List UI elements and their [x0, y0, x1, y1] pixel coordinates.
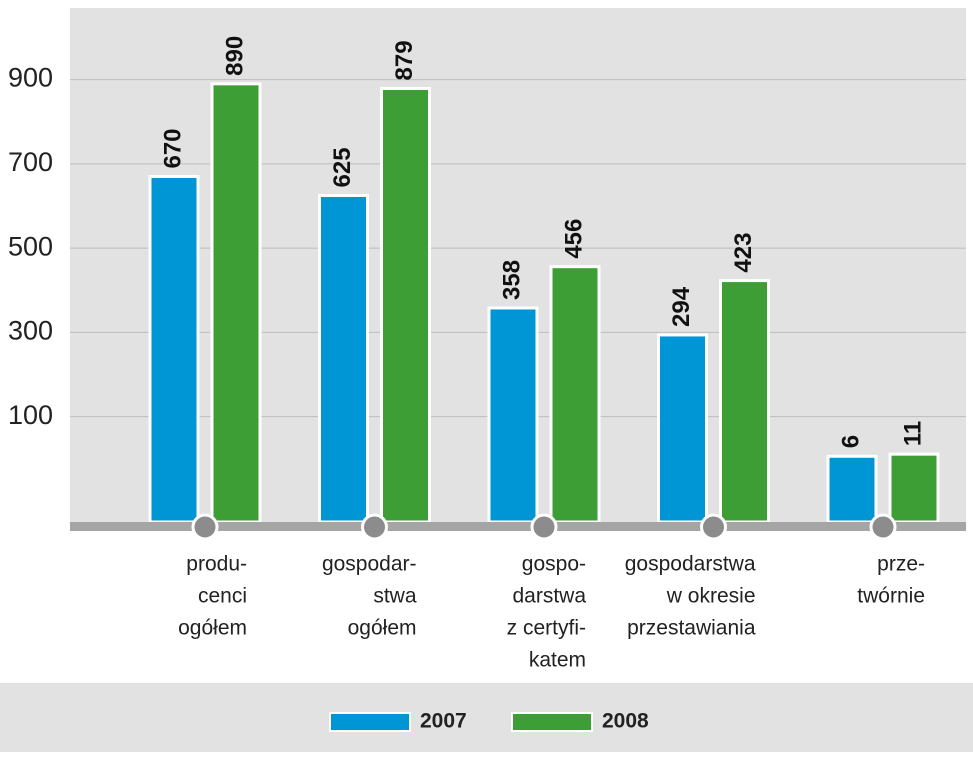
- bar: [826, 454, 878, 524]
- axis-knob: [361, 513, 388, 541]
- axis-knob: [869, 513, 897, 541]
- x-tick-label: katem: [529, 649, 586, 672]
- x-tick-label: gospodarstwa: [625, 553, 756, 576]
- y-tick-label: 900: [8, 63, 53, 93]
- x-tick-label: stwa: [373, 585, 417, 608]
- value-label: 358: [498, 260, 525, 300]
- x-tick-label: prze-: [877, 553, 925, 576]
- x-tick-label: produ-: [186, 553, 247, 576]
- value-label: 6: [837, 435, 864, 448]
- x-tick-label: cenci: [198, 585, 247, 608]
- x-tick-label: przestawiania: [627, 617, 756, 640]
- x-tick-label: ogółem: [348, 617, 417, 640]
- bar: [888, 452, 940, 524]
- bar: [657, 333, 708, 524]
- legend-label: 2007: [420, 710, 467, 733]
- y-tick-label: 100: [8, 400, 53, 430]
- value-label: 625: [329, 147, 356, 187]
- x-axis: [70, 522, 966, 531]
- value-label: 423: [730, 233, 757, 273]
- value-label: 11: [899, 421, 926, 446]
- x-tick-label: z certyfi-: [507, 617, 586, 640]
- bar: [380, 86, 431, 524]
- x-tick-label: ogółem: [178, 617, 247, 640]
- x-tick-label: gospodar-: [322, 553, 417, 576]
- legend-area: [0, 683, 973, 752]
- x-tick-label: twórnie: [857, 585, 925, 608]
- y-tick-label: 500: [8, 231, 53, 261]
- legend-swatch: [511, 712, 593, 732]
- bar: [487, 306, 539, 524]
- bar: [549, 265, 601, 524]
- value-label: 670: [159, 128, 186, 168]
- axis-knob: [530, 513, 558, 541]
- axis-knob: [700, 513, 727, 541]
- x-tick-label: gospo-: [522, 553, 586, 576]
- value-label: 294: [668, 286, 695, 327]
- bar: [719, 279, 770, 524]
- value-label: 890: [221, 36, 248, 76]
- bar: [318, 193, 369, 524]
- legend-label: 2008: [602, 710, 649, 733]
- axis-knob: [191, 513, 219, 541]
- x-tick-label: darstwa: [512, 585, 586, 608]
- bar: [210, 82, 262, 524]
- value-label: 879: [391, 40, 418, 80]
- legend-swatch: [329, 712, 411, 732]
- y-tick-label: 700: [8, 147, 53, 177]
- x-tick-label: w okresie: [666, 585, 756, 608]
- value-label: 456: [560, 219, 587, 259]
- bar: [148, 175, 200, 524]
- y-tick-label: 300: [8, 316, 53, 346]
